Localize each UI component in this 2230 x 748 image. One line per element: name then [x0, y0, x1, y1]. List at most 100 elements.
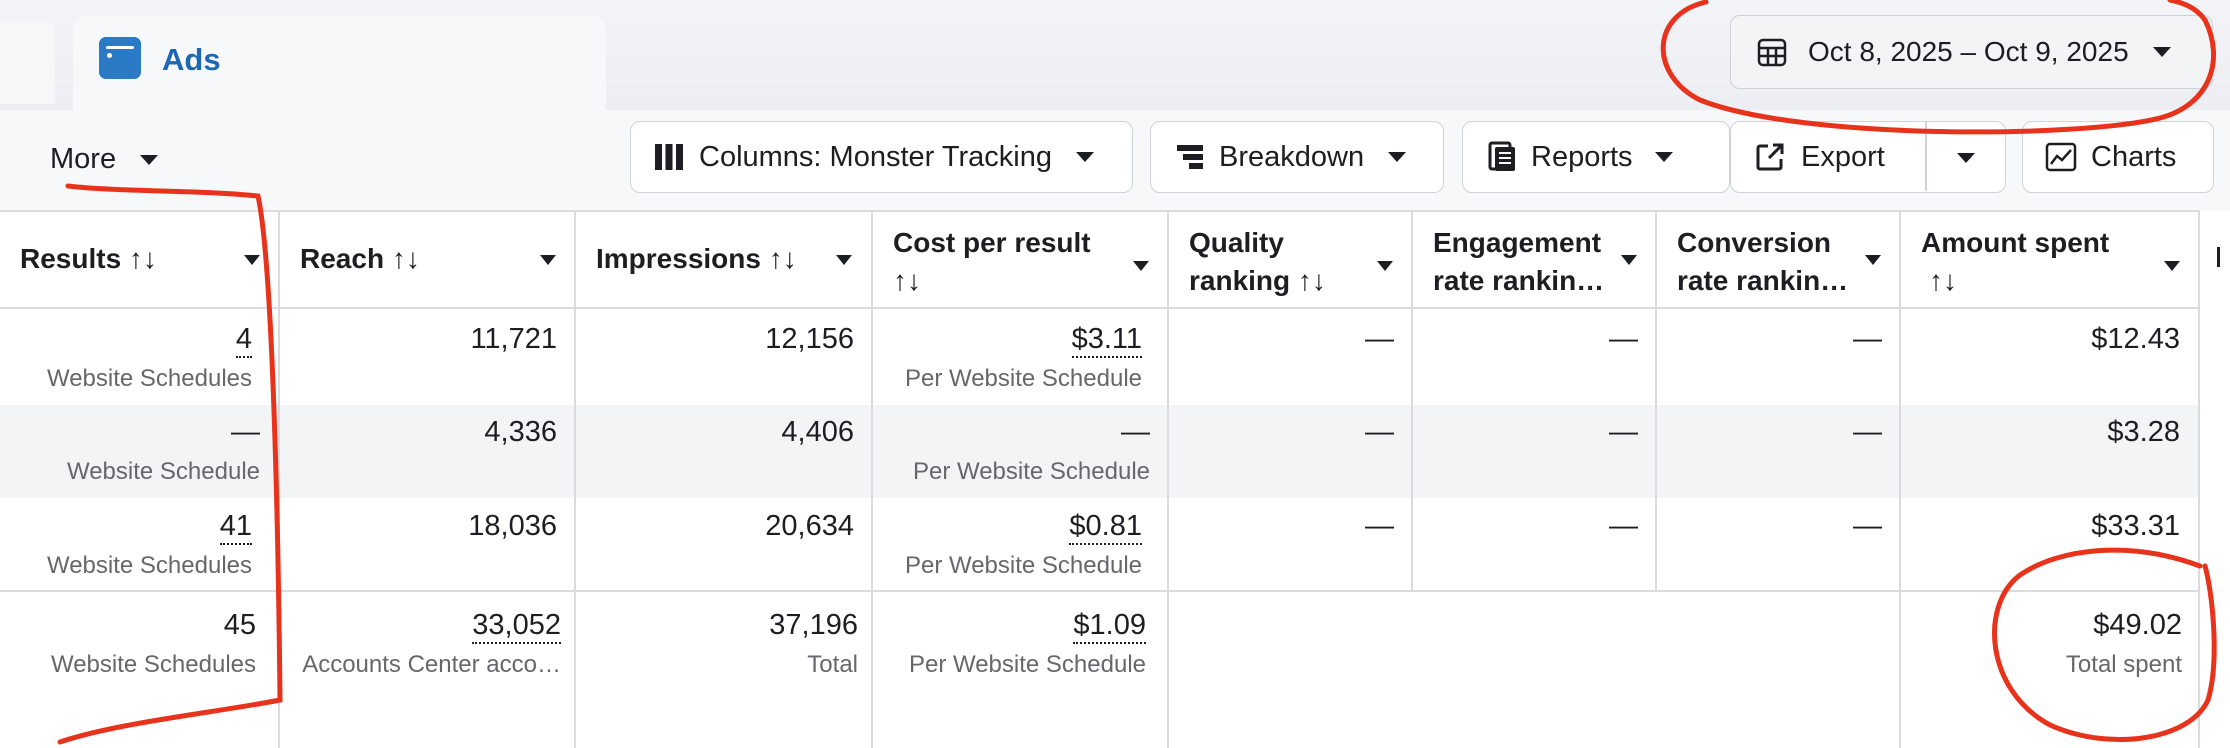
results-value: — [231, 416, 260, 448]
breakdown-label: Breakdown [1219, 140, 1365, 173]
column-divider [871, 210, 873, 748]
engagement-value: — [1609, 510, 1638, 542]
header-quality-menu-icon[interactable] [1377, 261, 1393, 271]
engagement-value: — [1609, 416, 1638, 448]
table-row-highlight [0, 405, 2200, 498]
cost-value[interactable]: $3.11 [1071, 323, 1142, 358]
charts-icon [2045, 142, 2077, 172]
columns-label: Columns: Monster Tracking [699, 140, 1052, 173]
header-engagement-label: Engagement [1433, 227, 1602, 258]
header-impressions[interactable]: Impressions ↑↓ [596, 240, 797, 278]
header-conversion-menu-icon[interactable] [1865, 255, 1881, 265]
reports-label: Reports [1531, 140, 1633, 173]
cost-unit: Per Website Schedule [912, 458, 1150, 485]
charts-label: Charts [2091, 140, 2177, 173]
chevron-down-icon [140, 155, 159, 166]
charts-button[interactable]: Charts [2022, 121, 2214, 193]
reach-value: 11,721 [470, 323, 557, 355]
column-divider [278, 210, 280, 748]
totals-top-border [0, 590, 2200, 592]
amount-value: $33.31 [2091, 510, 2180, 542]
date-range-picker[interactable]: Oct 8, 2025 – Oct 9, 2025 [1730, 15, 2213, 89]
cost-unit: Per Website Schedule [904, 552, 1142, 579]
impressions-value: 12,156 [765, 323, 854, 355]
header-results-menu-icon[interactable] [244, 255, 260, 265]
more-button[interactable]: More [50, 143, 159, 176]
impressions-value: 4,406 [781, 416, 854, 448]
export-label: Export [1801, 140, 1885, 173]
ads-icon [99, 37, 141, 79]
cost-value: — [1121, 416, 1150, 448]
header-results-label: Results ↑↓ [20, 243, 157, 274]
cost-unit: Per Website Schedule [904, 365, 1142, 392]
header-conversion-label-2: rate rankin… [1677, 265, 1849, 296]
ads-tab-label: Ads [162, 42, 221, 77]
header-reach-label: Reach ↑↓ [300, 243, 420, 274]
header-reach[interactable]: Reach ↑↓ [300, 240, 420, 278]
column-divider [1899, 210, 1901, 748]
breakdown-button[interactable]: Breakdown [1150, 121, 1444, 193]
amount-value: $3.28 [2107, 416, 2180, 448]
header-cost-menu-icon[interactable] [1133, 261, 1149, 271]
calendar-icon [1757, 38, 1787, 67]
header-amount-spent[interactable]: Amount spent ↑↓ [1921, 224, 2109, 300]
header-amount-menu-icon[interactable] [2164, 261, 2180, 271]
reach-value: 18,036 [468, 510, 557, 542]
conversion-value: — [1853, 323, 1882, 355]
header-engagement-menu-icon[interactable] [1621, 255, 1637, 265]
export-divider [1925, 122, 1927, 191]
column-resize-handle[interactable] [2217, 247, 2220, 267]
quality-value: — [1365, 416, 1394, 448]
total-reach-value[interactable]: 33,052 [472, 609, 561, 644]
total-results-value: 45 [223, 609, 256, 641]
column-divider [574, 210, 576, 748]
header-cost-label: Cost per result [893, 227, 1091, 258]
tab-ads[interactable] [73, 15, 606, 110]
header-reach-menu-icon[interactable] [540, 255, 556, 265]
chevron-down-icon [2152, 47, 2171, 57]
header-quality-label: Quality [1189, 227, 1284, 258]
header-amount-sort: ↑↓ [1929, 265, 1957, 296]
total-impressions-value: 37,196 [769, 609, 858, 641]
cost-value[interactable]: $0.81 [1069, 510, 1142, 545]
header-amount-label: Amount spent [1921, 227, 2110, 258]
header-impressions-menu-icon[interactable] [836, 255, 852, 265]
header-cost-sort: ↑↓ [893, 265, 921, 296]
export-dropdown-chevron-icon[interactable] [1957, 153, 1975, 163]
breakdown-icon [1177, 145, 1203, 169]
reports-button[interactable]: Reports [1462, 121, 1730, 193]
header-engagement-label-2: rate rankin… [1433, 265, 1605, 296]
results-value[interactable]: 41 [219, 510, 252, 545]
chevron-down-icon [1654, 152, 1673, 162]
header-bottom-border [0, 307, 2200, 309]
header-cost-per-result[interactable]: Cost per result ↑↓ [893, 224, 1091, 300]
columns-icon [655, 144, 683, 170]
columns-button[interactable]: Columns: Monster Tracking [630, 121, 1133, 193]
engagement-value: — [1609, 323, 1638, 355]
header-conversion-label: Conversion [1677, 227, 1832, 258]
header-top-border [0, 210, 2200, 212]
header-conversion-ranking[interactable]: Conversion rate rankin… [1677, 224, 1848, 300]
header-impressions-label: Impressions ↑↓ [596, 243, 797, 274]
header-quality-ranking[interactable]: Quality ranking ↑↓ [1189, 224, 1326, 300]
header-results[interactable]: Results ↑↓ [20, 240, 157, 278]
column-divider [1411, 210, 1413, 590]
previous-tab[interactable] [0, 22, 55, 104]
column-divider [1167, 210, 1169, 748]
date-range-label: Oct 8, 2025 – Oct 9, 2025 [1808, 36, 2129, 67]
total-reach-unit: Accounts Center acco… [302, 651, 561, 678]
results-value[interactable]: 4 [235, 323, 252, 358]
results-unit: Website Schedule [66, 458, 260, 485]
total-cost-value[interactable]: $1.09 [1073, 609, 1146, 644]
reports-icon [1488, 141, 1515, 171]
amount-value: $12.43 [2091, 323, 2180, 355]
total-cost-unit: Per Website Schedule [908, 651, 1146, 678]
export-button[interactable]: Export [1730, 121, 2006, 193]
conversion-value: — [1853, 510, 1882, 542]
conversion-value: — [1853, 416, 1882, 448]
total-amount-value: $49.02 [2093, 609, 2182, 641]
total-results-unit: Website Schedules [50, 651, 256, 678]
header-engagement-ranking[interactable]: Engagement rate rankin… [1433, 224, 1604, 300]
header-quality-label-2: ranking ↑↓ [1189, 265, 1326, 296]
chevron-down-icon [1075, 152, 1094, 162]
